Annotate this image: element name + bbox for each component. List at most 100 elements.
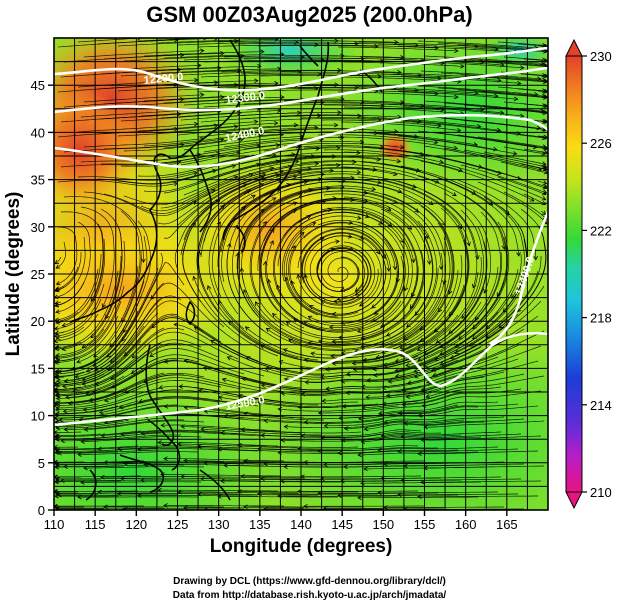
streamline	[80, 481, 201, 483]
streamline	[480, 166, 548, 188]
streamline	[523, 148, 548, 154]
streamline-arrowhead	[323, 423, 329, 429]
streamline	[338, 404, 459, 419]
streamline	[382, 356, 499, 389]
streamline	[358, 406, 479, 420]
streamline	[212, 194, 256, 298]
streamline	[278, 40, 399, 43]
streamline-arrowhead	[306, 215, 312, 220]
contour-12400-east	[489, 211, 548, 346]
streamline	[423, 298, 522, 367]
streamline	[257, 167, 377, 182]
streamline-arrowhead	[371, 186, 377, 192]
contour-12200	[54, 46, 548, 92]
streamline	[397, 90, 518, 100]
streamline	[423, 145, 542, 171]
streamline-arrowhead	[259, 208, 265, 214]
streamline	[277, 128, 398, 133]
streamline-arrowhead	[163, 404, 169, 409]
streamline-arrowhead	[76, 359, 81, 364]
streamline	[282, 215, 361, 282]
streamline	[60, 211, 104, 302]
streamline-arrowhead	[110, 375, 116, 380]
streamline	[139, 396, 259, 407]
streamline	[181, 476, 301, 479]
streamline-arrowhead	[399, 344, 405, 349]
streamline-arrowhead	[356, 328, 362, 334]
streamline	[220, 69, 341, 73]
streamline	[293, 300, 402, 333]
streamline-arrowhead	[358, 416, 363, 421]
streamline	[420, 205, 454, 313]
streamline	[437, 177, 520, 256]
streamline-arrowhead	[345, 372, 351, 377]
streamline-arrowhead	[243, 504, 248, 510]
streamline	[323, 149, 444, 163]
streamline	[417, 85, 538, 95]
streamline	[240, 152, 361, 165]
streamline	[341, 121, 461, 131]
streamline	[377, 88, 498, 97]
streamline	[204, 410, 324, 421]
streamline	[366, 346, 482, 381]
streamline	[218, 301, 319, 361]
streamline-arrowhead	[61, 383, 67, 389]
streamline-arrowhead	[292, 209, 298, 214]
streamline	[341, 211, 409, 291]
streamline-arrowhead	[336, 163, 341, 168]
streamline	[317, 247, 369, 296]
streamline-arrowhead	[406, 380, 412, 385]
streamline-arrowhead	[392, 265, 398, 271]
streamline	[56, 241, 67, 269]
streamline	[55, 375, 125, 396]
streamline-arrowhead	[240, 53, 245, 59]
streamline	[497, 86, 546, 92]
streamline	[103, 189, 216, 214]
streamline	[124, 315, 222, 357]
streamline-arrowhead	[354, 291, 360, 296]
streamline	[55, 450, 119, 453]
streamline	[182, 222, 225, 328]
streamline	[221, 189, 281, 283]
streamline-arrowhead	[387, 379, 393, 384]
streamline-arrowhead	[255, 301, 260, 306]
streamline	[161, 474, 281, 477]
streamline-arrowhead	[410, 258, 416, 264]
streamline-arrowhead	[338, 335, 343, 340]
streamline	[397, 180, 479, 260]
streamline	[343, 196, 430, 265]
streamline-arrowhead	[293, 122, 299, 128]
streamline-arrowhead	[103, 504, 108, 510]
streamline	[497, 131, 546, 139]
streamline-arrowhead	[372, 167, 378, 172]
streamline-arrowhead	[183, 458, 188, 463]
streamline	[110, 300, 199, 363]
streamline	[400, 254, 463, 349]
streamline	[286, 232, 339, 318]
streamline	[403, 237, 451, 340]
streamline	[352, 314, 459, 364]
streamline-arrowhead	[456, 127, 462, 133]
streamline	[250, 202, 297, 302]
streamline	[418, 405, 539, 416]
streamline-arrowhead	[231, 164, 237, 169]
streamline	[55, 266, 79, 290]
streamline-arrowhead	[57, 451, 62, 456]
streamline-arrowhead	[386, 267, 391, 272]
streamline	[279, 360, 399, 369]
streamline	[54, 430, 142, 437]
streamline-arrowhead	[123, 461, 128, 466]
streamline-arrowhead	[543, 134, 548, 139]
streamline	[380, 208, 424, 309]
streamline-arrowhead	[54, 493, 59, 499]
streamline	[82, 313, 179, 381]
streamline-arrowhead	[117, 446, 122, 452]
streamline	[520, 73, 548, 77]
streamline-arrowhead	[292, 174, 298, 180]
streamline-arrowhead	[317, 448, 322, 453]
streamline	[56, 403, 99, 409]
streamline	[301, 475, 421, 478]
streamline-arrowhead	[55, 352, 60, 358]
streamline-arrowhead	[383, 505, 388, 510]
streamline	[266, 240, 325, 331]
